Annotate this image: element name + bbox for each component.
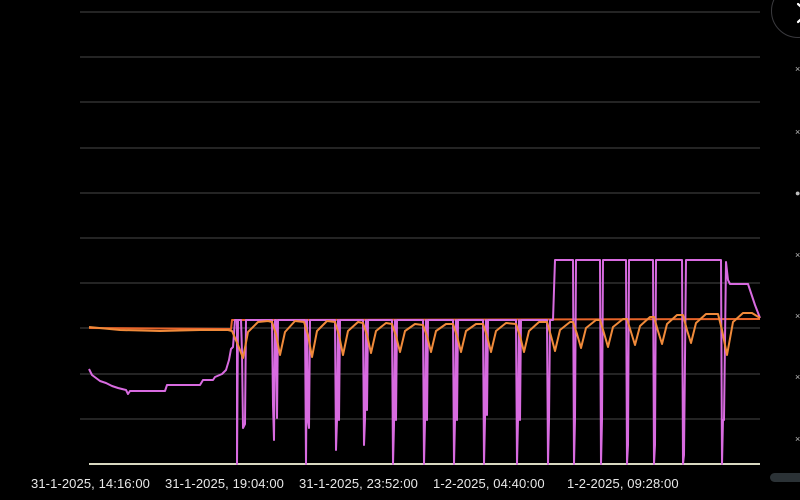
series-temperature-line xyxy=(88,312,761,359)
x-tick-label-3: 1-2-2025, 04:40:00 xyxy=(433,476,545,491)
x-marker-icon: × xyxy=(795,64,800,74)
x-tick-label-0: 31-1-2025, 14:16:00 xyxy=(31,476,150,491)
x-marker-icon: × xyxy=(795,434,800,444)
gridlines xyxy=(80,11,760,420)
series-lines xyxy=(88,259,761,465)
horizontal-scrollbar-thumb[interactable] xyxy=(770,473,800,482)
x-tick-label-4: 1-2-2025, 09:28:00 xyxy=(567,476,679,491)
chevron-right-icon xyxy=(796,2,800,24)
x-tick-label-1: 31-1-2025, 19:04:00 xyxy=(165,476,284,491)
dot-marker-icon: ● xyxy=(795,188,800,198)
series-power-line xyxy=(88,259,761,465)
x-marker-icon: × xyxy=(795,127,800,137)
x-marker-icon: × xyxy=(795,311,800,321)
x-marker-icon: × xyxy=(795,372,800,382)
x-marker-icon: × xyxy=(795,250,800,260)
x-tick-label-2: 31-1-2025, 23:52:00 xyxy=(299,476,418,491)
